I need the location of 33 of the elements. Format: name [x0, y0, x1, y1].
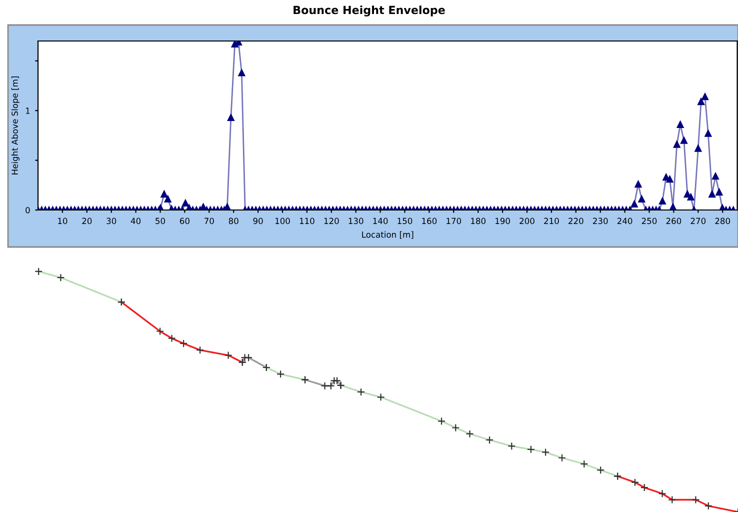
x-tick-label: 260 [666, 218, 682, 224]
x-tick-label: 70 [204, 218, 214, 224]
x-tick-label: 190 [496, 218, 510, 224]
x-tick-label: 230 [593, 218, 608, 224]
x-tick-label: 140 [373, 218, 388, 224]
y-axis-title: Height Above Slope [m] [11, 76, 20, 174]
x-tick-label: 130 [348, 218, 364, 224]
x-tick-label: 20 [82, 218, 92, 224]
y-tick-label: 0 [26, 206, 30, 214]
x-tick-label: 30 [106, 218, 116, 224]
x-tick-label: 100 [275, 218, 290, 224]
x-tick-label: 60 [180, 218, 190, 224]
x-tick-label: 110 [300, 218, 314, 224]
y-tick-label: 1 [26, 108, 30, 114]
x-tick-label: 160 [422, 218, 437, 224]
x-tick-label: 90 [253, 218, 263, 224]
x-tick-label: 220 [568, 218, 584, 224]
x-tick-label: 170 [446, 218, 462, 224]
x-tick-label: 80 [228, 218, 238, 224]
x-tick-label: 200 [520, 218, 534, 224]
x-tick-label: 250 [642, 218, 657, 224]
x-tick-label: 10 [58, 218, 68, 224]
x-tick-label: 150 [398, 218, 412, 224]
chart-title: Bounce Height Envelope [294, 6, 445, 16]
x-tick-label: 120 [324, 218, 339, 224]
x-tick-label: 210 [544, 218, 559, 224]
x-tick-label: 240 [617, 218, 632, 224]
x-tick-label: 270 [690, 218, 706, 224]
x-tick-label: 40 [130, 218, 141, 224]
x-tick-label: 50 [156, 218, 165, 224]
x-tick-label: 180 [471, 218, 486, 224]
x-axis-title: Location [m] [362, 231, 414, 239]
x-tick-label: 280 [715, 218, 730, 224]
